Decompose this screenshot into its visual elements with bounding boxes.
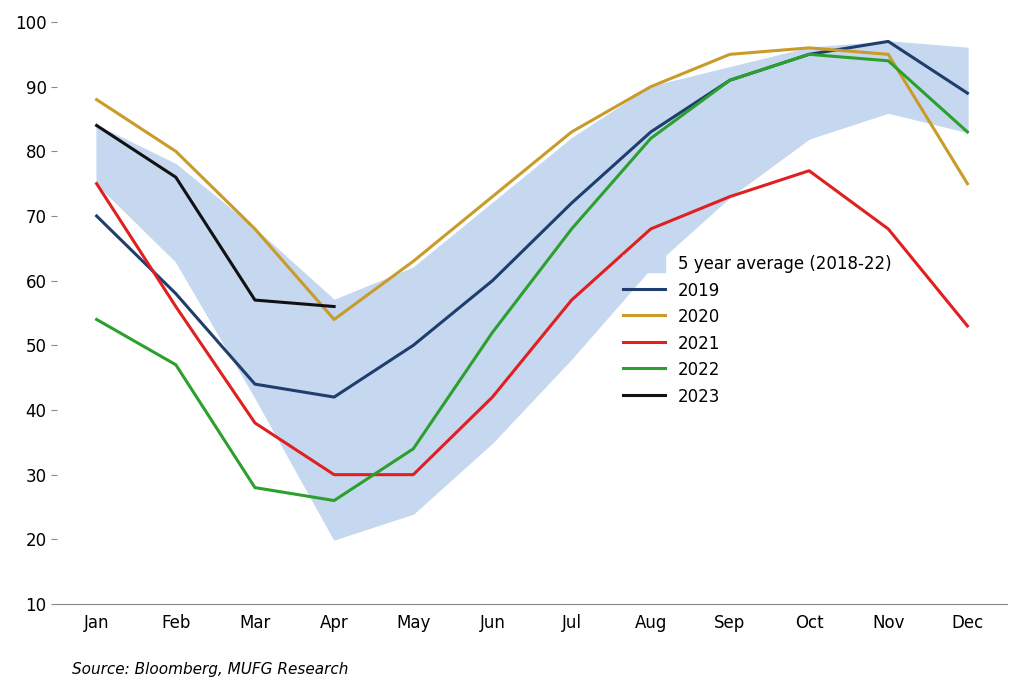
2020 (882, 50, 894, 58)
2021 (882, 225, 894, 233)
Text: Source: Bloomberg, MUFG Research: Source: Bloomberg, MUFG Research (72, 663, 347, 677)
2019 (407, 341, 419, 350)
2021 (170, 303, 182, 311)
2020 (248, 225, 261, 233)
2022 (486, 328, 499, 336)
2022 (328, 497, 340, 505)
2023 (170, 173, 182, 182)
2022 (565, 225, 577, 233)
2022 (407, 444, 419, 453)
2023 (91, 121, 103, 129)
Legend: 5 year average (2018-22), 2019, 2020, 2021, 2022, 2023: 5 year average (2018-22), 2019, 2020, 20… (616, 248, 898, 413)
Line: 2023: 2023 (97, 125, 334, 307)
2019 (724, 76, 736, 85)
2020 (407, 257, 419, 266)
2022 (91, 315, 103, 323)
2019 (962, 89, 974, 97)
2021 (248, 419, 261, 427)
2020 (962, 180, 974, 188)
2021 (803, 166, 816, 175)
2022 (248, 484, 261, 492)
Line: 2022: 2022 (97, 54, 968, 501)
2021 (91, 180, 103, 188)
2021 (407, 471, 419, 479)
2021 (645, 225, 657, 233)
2022 (724, 76, 736, 85)
2020 (565, 128, 577, 136)
2022 (645, 134, 657, 142)
2020 (645, 83, 657, 91)
2022 (170, 361, 182, 369)
2023 (328, 303, 340, 311)
2021 (962, 322, 974, 330)
2020 (91, 96, 103, 104)
2020 (724, 50, 736, 58)
2019 (645, 128, 657, 136)
2021 (565, 296, 577, 304)
2019 (248, 380, 261, 388)
2020 (328, 315, 340, 323)
2023 (248, 296, 261, 304)
2022 (803, 50, 816, 58)
2020 (170, 147, 182, 155)
2022 (882, 56, 894, 65)
Line: 2020: 2020 (97, 48, 968, 319)
2021 (328, 471, 340, 479)
2021 (724, 193, 736, 201)
2021 (486, 393, 499, 401)
2019 (803, 50, 816, 58)
2019 (486, 277, 499, 285)
Line: 2021: 2021 (97, 171, 968, 475)
2020 (803, 44, 816, 52)
2019 (91, 212, 103, 220)
2020 (486, 193, 499, 201)
Line: 2019: 2019 (97, 41, 968, 397)
2022 (962, 128, 974, 136)
2019 (328, 393, 340, 401)
2019 (882, 37, 894, 45)
2019 (170, 290, 182, 298)
2019 (565, 199, 577, 207)
